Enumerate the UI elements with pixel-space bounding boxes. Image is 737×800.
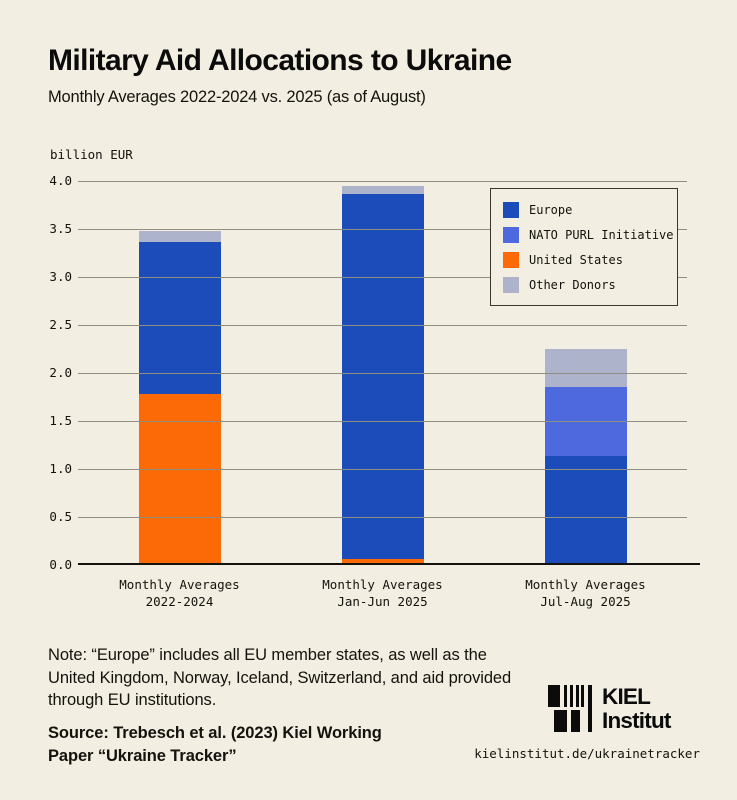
x-tick-label-line: Jul-Aug 2025 — [540, 594, 631, 609]
x-axis-labels: Monthly Averages 2022-2024 Monthly Avera… — [78, 576, 687, 610]
y-tick-label: 4.0 — [49, 173, 72, 188]
gridline — [78, 420, 687, 422]
y-tick-label: 1.5 — [49, 413, 72, 428]
bar-segment-europe — [138, 241, 221, 395]
tracker-url: kielinstitut.de/ukrainetracker — [474, 746, 700, 761]
legend-swatch-other-donors — [503, 276, 519, 293]
y-tick-label: 2.0 — [49, 365, 72, 380]
bar-segment-europe — [341, 193, 424, 560]
gridline — [78, 468, 687, 470]
x-tick-label-line: 2022-2024 — [145, 594, 214, 609]
plot-area — [78, 180, 687, 565]
bar-segment-united_states — [341, 559, 424, 565]
footnote: Note: “Europe” includes all EU member st… — [48, 646, 512, 709]
source-text: Source: Trebesch et al. (2023) Kiel Work… — [48, 722, 408, 767]
legend-item-united-states: United States — [503, 251, 677, 268]
gridline — [78, 372, 687, 374]
y-axis-ticks: 0.0 0.5 1.0 1.5 2.0 2.5 3.0 3.5 4.0 — [36, 0, 72, 800]
legend-label: Other Donors — [529, 277, 616, 292]
kiel-institut-logo: KIEL Institut — [548, 685, 671, 738]
x-axis-line — [78, 563, 700, 565]
logo-text-line: Institut — [602, 708, 671, 733]
legend-label: United States — [529, 252, 623, 267]
gridline — [78, 228, 687, 230]
bar-monthly-averages-2022-2024 — [78, 181, 281, 565]
legend: Europe NATO PURL Initiative United State… — [490, 188, 678, 306]
legend-item-nato-purl: NATO PURL Initiative — [503, 226, 677, 243]
bar-segment-europe — [544, 455, 627, 565]
x-tick-label: Monthly Averages Jul-Aug 2025 — [484, 576, 687, 610]
legend-label: NATO PURL Initiative — [529, 227, 674, 242]
legend-swatch-nato-purl — [503, 226, 519, 243]
x-tick-label-line: Monthly Averages — [322, 577, 443, 592]
kiel-institut-logo-icon — [548, 685, 596, 738]
stacked-bar — [341, 185, 424, 565]
bar-segment-united_states — [138, 394, 221, 565]
legend-label: Europe — [529, 202, 573, 217]
gridline — [78, 324, 687, 326]
gridline — [78, 276, 687, 278]
bar-segment-other_donors — [341, 185, 424, 194]
page-title: Military Aid Allocations to Ukraine — [48, 44, 512, 77]
gridline — [78, 516, 687, 518]
y-tick-label: 0.5 — [49, 509, 72, 524]
legend-item-other-donors: Other Donors — [503, 276, 677, 293]
legend-item-europe: Europe — [503, 201, 677, 218]
legend-swatch-united-states — [503, 251, 519, 268]
bar-row — [78, 181, 687, 565]
y-tick-label: 2.5 — [49, 317, 72, 332]
y-tick-label: 3.5 — [49, 221, 72, 236]
gridline — [78, 180, 687, 182]
x-tick-label-line: Monthly Averages — [119, 577, 240, 592]
bar-segment-other_donors — [138, 230, 221, 242]
x-tick-label: Monthly Averages Jan-Jun 2025 — [281, 576, 484, 610]
bar-monthly-averages-jan-jun-2025 — [281, 181, 484, 565]
source-line: Paper “Ukraine Tracker” — [48, 746, 237, 765]
x-tick-label: Monthly Averages 2022-2024 — [78, 576, 281, 610]
x-tick-label-line: Jan-Jun 2025 — [337, 594, 428, 609]
logo-text-line: KIEL — [602, 684, 651, 709]
y-tick-label: 3.0 — [49, 269, 72, 284]
stacked-bar — [138, 230, 221, 565]
y-tick-label: 0.0 — [49, 557, 72, 572]
stacked-bar — [544, 349, 627, 565]
source-line: Source: Trebesch et al. (2023) Kiel Work… — [48, 724, 382, 742]
x-tick-label-line: Monthly Averages — [525, 577, 646, 592]
bar-segment-other_donors — [544, 349, 627, 388]
y-tick-label: 1.0 — [49, 461, 72, 476]
y-axis-unit-label: billion EUR — [50, 147, 133, 162]
kiel-institut-logo-text: KIEL Institut — [602, 685, 671, 733]
page-subtitle: Monthly Averages 2022-2024 vs. 2025 (as … — [48, 88, 426, 106]
legend-swatch-europe — [503, 201, 519, 218]
